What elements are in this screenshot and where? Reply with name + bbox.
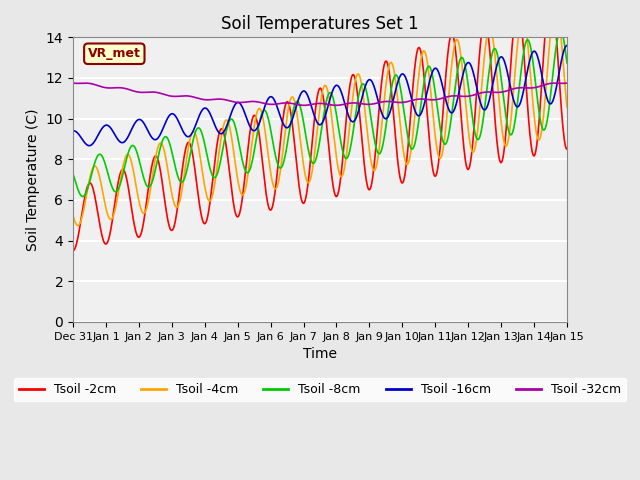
X-axis label: Time: Time — [303, 347, 337, 361]
Tsoil -16cm — [206, 110, 214, 116]
Tsoil -16cm — [86, 143, 93, 148]
Tsoil -32cm — [380, 99, 388, 105]
Tsoil -32cm — [300, 102, 308, 108]
Tsoil -2cm — [69, 248, 77, 254]
Tsoil -32cm — [69, 80, 77, 86]
Line: Tsoil -16cm: Tsoil -16cm — [73, 46, 567, 145]
Tsoil -2cm — [78, 211, 86, 216]
Tsoil -4cm — [206, 198, 214, 204]
Tsoil -8cm — [395, 77, 403, 83]
Text: VR_met: VR_met — [88, 47, 141, 60]
Tsoil -8cm — [380, 135, 388, 141]
Tsoil -8cm — [130, 143, 138, 149]
Tsoil -16cm — [395, 77, 403, 83]
Tsoil -8cm — [557, 28, 564, 34]
Tsoil -8cm — [69, 171, 77, 177]
Tsoil -32cm — [563, 80, 571, 86]
Tsoil -4cm — [552, 2, 559, 8]
Tsoil -16cm — [380, 115, 388, 121]
Line: Tsoil -4cm: Tsoil -4cm — [73, 5, 567, 226]
Tsoil -32cm — [78, 80, 86, 86]
Tsoil -16cm — [180, 130, 188, 135]
Tsoil -2cm — [129, 214, 137, 219]
Tsoil -4cm — [74, 223, 82, 228]
Tsoil -32cm — [395, 99, 403, 105]
Legend: Tsoil -2cm, Tsoil -4cm, Tsoil -8cm, Tsoil -16cm, Tsoil -32cm: Tsoil -2cm, Tsoil -4cm, Tsoil -8cm, Tsoi… — [14, 378, 626, 401]
Tsoil -16cm — [69, 128, 77, 134]
Tsoil -8cm — [563, 60, 571, 66]
Tsoil -8cm — [78, 193, 86, 199]
Line: Tsoil -8cm: Tsoil -8cm — [73, 31, 567, 196]
Tsoil -4cm — [395, 106, 403, 112]
Tsoil -8cm — [206, 165, 214, 170]
Tsoil -4cm — [563, 104, 571, 110]
Title: Soil Temperatures Set 1: Soil Temperatures Set 1 — [221, 15, 419, 33]
Tsoil -32cm — [205, 97, 213, 103]
Tsoil -32cm — [179, 93, 187, 99]
Y-axis label: Soil Temperature (C): Soil Temperature (C) — [26, 108, 40, 251]
Tsoil -2cm — [563, 146, 571, 152]
Tsoil -32cm — [129, 88, 137, 94]
Tsoil -4cm — [79, 212, 86, 217]
Tsoil -2cm — [179, 162, 187, 168]
Line: Tsoil -32cm: Tsoil -32cm — [73, 83, 567, 105]
Line: Tsoil -2cm: Tsoil -2cm — [73, 0, 567, 251]
Tsoil -4cm — [69, 213, 77, 218]
Tsoil -4cm — [380, 97, 388, 103]
Tsoil -2cm — [394, 160, 402, 166]
Tsoil -2cm — [380, 65, 387, 71]
Tsoil -4cm — [130, 168, 138, 174]
Tsoil -8cm — [79, 193, 86, 199]
Tsoil -16cm — [563, 43, 571, 48]
Tsoil -16cm — [78, 136, 86, 142]
Tsoil -8cm — [180, 178, 188, 183]
Tsoil -2cm — [205, 206, 213, 212]
Tsoil -16cm — [130, 123, 138, 129]
Tsoil -4cm — [180, 177, 188, 182]
